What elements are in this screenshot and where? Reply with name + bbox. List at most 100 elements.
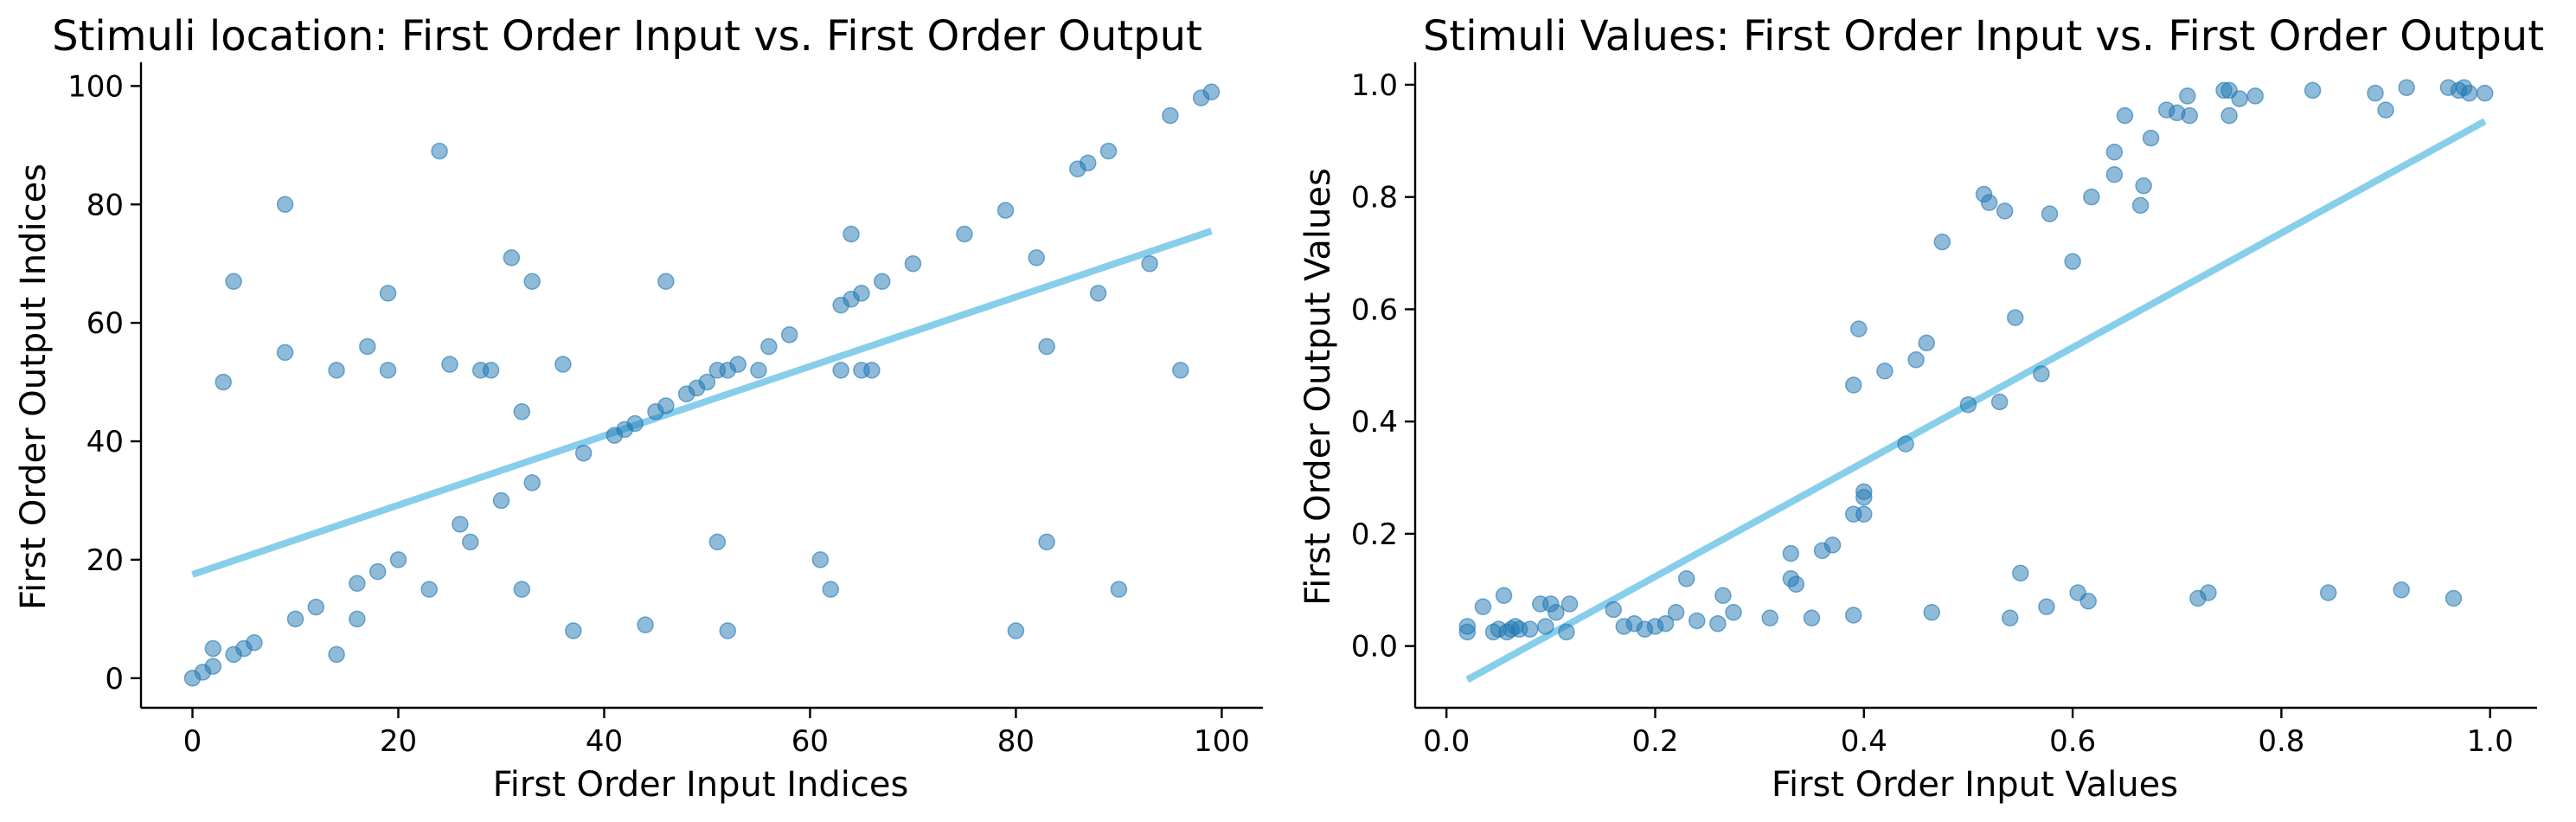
data-point xyxy=(2181,106,2198,125)
data-point xyxy=(719,622,736,639)
data-point xyxy=(1709,614,1727,633)
data-point xyxy=(204,658,222,675)
chart-left-fit-line xyxy=(191,228,1213,578)
data-point xyxy=(462,533,479,551)
x-tick-label: 60 xyxy=(791,724,829,759)
data-point xyxy=(2038,598,2055,615)
data-point xyxy=(349,610,366,628)
data-point xyxy=(1495,587,1513,605)
data-point xyxy=(729,356,747,373)
data-point xyxy=(2064,253,2081,271)
data-point xyxy=(1990,393,2009,411)
data-point xyxy=(1521,620,1539,638)
data-point xyxy=(379,285,397,302)
x-tick-label: 0.0 xyxy=(1423,724,1470,759)
data-point xyxy=(276,344,294,362)
data-point xyxy=(1688,612,1706,630)
data-point xyxy=(1959,395,1977,414)
y-tick-label: 0.0 xyxy=(1351,630,1398,665)
data-point xyxy=(2131,196,2150,215)
chart-left-points xyxy=(183,83,1221,687)
data-point xyxy=(2445,589,2463,607)
data-point xyxy=(276,196,294,214)
data-point xyxy=(2220,106,2238,125)
data-point xyxy=(503,249,521,267)
data-point xyxy=(1855,488,1873,506)
data-point xyxy=(2001,609,2019,626)
data-point xyxy=(1089,285,1107,302)
y-tick-label: 0.4 xyxy=(1351,405,1398,440)
data-point xyxy=(853,285,870,302)
chart-right-points xyxy=(1458,79,2494,641)
chart-left-ylabel: First Order Output Indices xyxy=(14,164,54,610)
data-point xyxy=(379,362,397,379)
data-point xyxy=(1782,544,1800,562)
data-point xyxy=(1876,363,1894,380)
data-point xyxy=(1933,233,1951,251)
chart-left-xlabel: First Order Input Indices xyxy=(493,765,909,805)
data-point xyxy=(1677,570,1695,588)
data-point xyxy=(2246,87,2264,105)
data-point xyxy=(1803,609,1821,626)
chart-right: Stimuli Values: First Order Input vs. Fi… xyxy=(1298,12,2544,805)
data-point xyxy=(420,581,438,598)
data-point xyxy=(1162,106,1179,125)
data-point xyxy=(1560,595,1579,613)
data-point xyxy=(657,397,675,414)
data-point xyxy=(2393,581,2410,599)
data-point xyxy=(441,356,458,373)
x-tick-label: 0 xyxy=(183,724,202,759)
data-point xyxy=(2460,84,2478,102)
data-point xyxy=(1907,351,1925,369)
chart-left-title: Stimuli location: First Order Input vs. … xyxy=(52,12,1202,61)
data-point xyxy=(1458,618,1477,635)
y-tick-label: 20 xyxy=(87,543,124,578)
y-tick-label: 0 xyxy=(105,662,124,697)
data-point xyxy=(626,414,644,433)
data-point xyxy=(204,639,222,658)
data-point xyxy=(1980,194,1998,211)
x-tick-label: 40 xyxy=(586,724,623,759)
data-point xyxy=(2105,165,2124,183)
data-point xyxy=(492,491,510,510)
data-point xyxy=(760,337,778,356)
chart-right-fit-line xyxy=(1465,118,2487,684)
chart-left-ticks: 0 20 40 60 80 100 0 20 40 60 80 100 xyxy=(67,69,1250,759)
data-point xyxy=(1656,614,1675,633)
regression-line xyxy=(191,228,1213,578)
data-point xyxy=(1007,622,1025,639)
data-point xyxy=(2105,144,2124,161)
data-point xyxy=(1714,587,1732,605)
data-point xyxy=(1918,334,1935,352)
data-point xyxy=(225,273,242,290)
data-point xyxy=(1787,575,1805,594)
data-point xyxy=(2476,84,2494,102)
data-point xyxy=(1725,603,1742,621)
data-point xyxy=(359,337,376,356)
x-tick-label: 0.8 xyxy=(2258,724,2304,759)
data-point xyxy=(215,373,232,391)
data-point xyxy=(708,533,727,551)
x-tick-label: 0.4 xyxy=(1841,724,1887,759)
data-point xyxy=(1079,154,1097,172)
data-point xyxy=(698,373,716,391)
data-point xyxy=(1099,142,1118,160)
chart-right-ylabel: First Order Output Values xyxy=(1298,168,1338,606)
data-point xyxy=(832,362,849,379)
data-point xyxy=(307,598,325,616)
data-point xyxy=(246,633,263,652)
y-tick-label: 0.8 xyxy=(1351,181,1398,215)
data-point xyxy=(1038,337,1055,356)
data-point xyxy=(349,575,366,593)
data-point xyxy=(1028,249,1045,267)
data-point xyxy=(1996,202,2014,220)
data-point xyxy=(956,225,973,243)
data-point xyxy=(523,474,541,491)
data-point xyxy=(2231,90,2248,107)
data-point xyxy=(811,551,830,568)
y-tick-label: 0.2 xyxy=(1351,517,1398,552)
data-point xyxy=(2377,101,2394,119)
data-point xyxy=(2006,309,2024,326)
data-point xyxy=(452,516,469,533)
